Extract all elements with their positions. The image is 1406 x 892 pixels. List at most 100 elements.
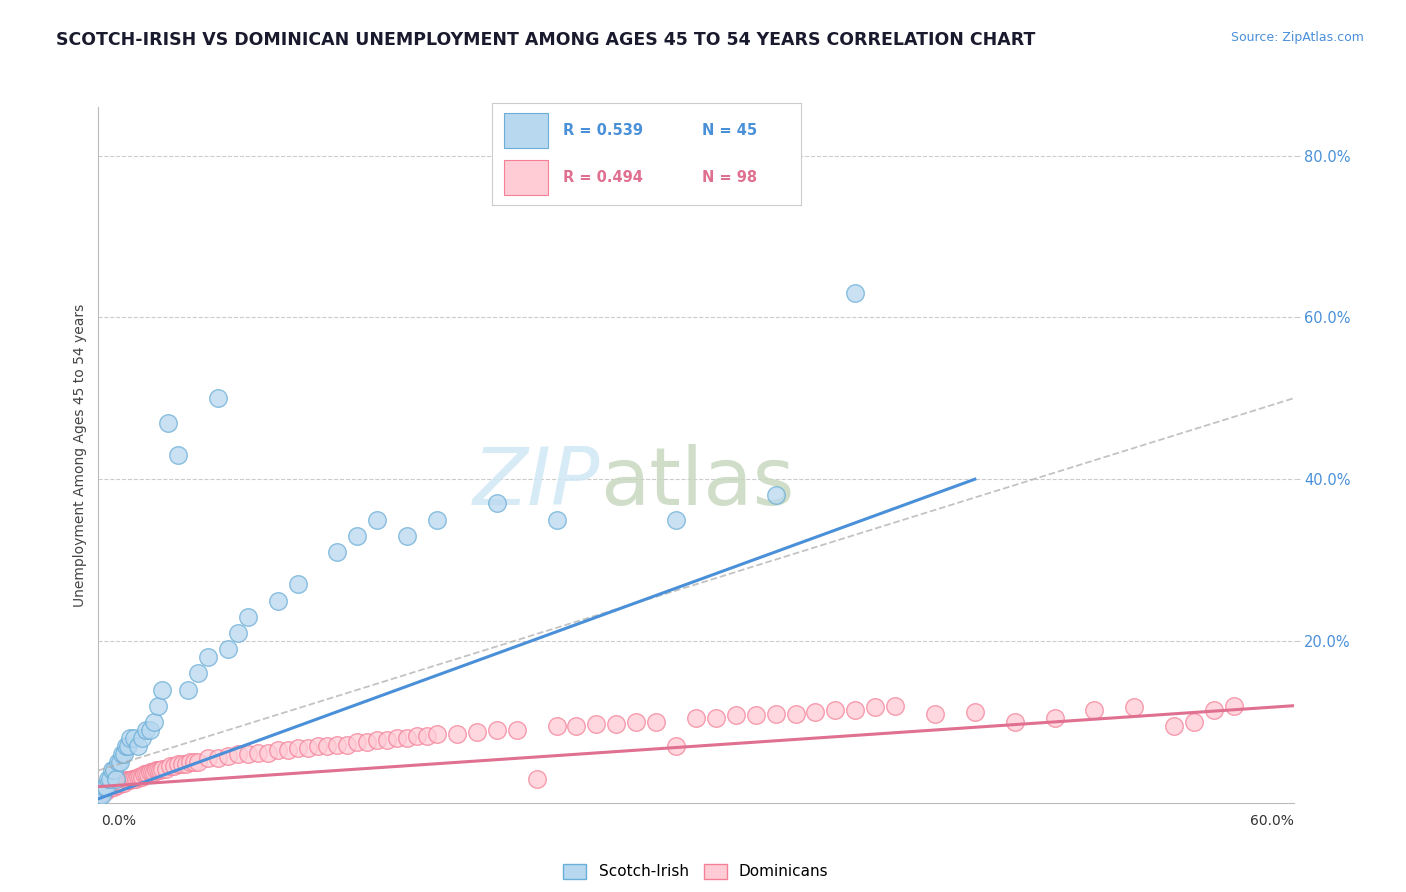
Point <box>366 513 388 527</box>
Point <box>924 706 946 721</box>
Text: 0.0%: 0.0% <box>101 814 136 828</box>
Point <box>765 706 787 721</box>
Point <box>150 762 173 776</box>
Text: R = 0.539: R = 0.539 <box>564 123 643 137</box>
Point <box>267 743 290 757</box>
Point <box>297 740 319 755</box>
Point <box>963 705 986 719</box>
Point <box>149 764 172 778</box>
Point <box>863 700 886 714</box>
Point <box>446 727 468 741</box>
Point <box>326 545 349 559</box>
Point <box>139 723 162 737</box>
Point <box>1083 703 1105 717</box>
Text: atlas: atlas <box>600 443 794 522</box>
Point <box>117 773 139 788</box>
Point <box>101 764 124 778</box>
Point <box>96 780 118 794</box>
Point <box>127 739 149 754</box>
Point <box>724 708 747 723</box>
Point <box>89 788 111 802</box>
Point <box>97 772 120 786</box>
Point <box>167 756 190 771</box>
Point <box>115 739 138 754</box>
Point <box>124 731 146 745</box>
Point <box>141 765 163 780</box>
Point <box>150 682 173 697</box>
Point <box>112 747 135 762</box>
Point <box>485 723 508 737</box>
Point <box>605 716 627 731</box>
Point <box>179 756 201 770</box>
Point <box>375 732 398 747</box>
Point <box>187 756 209 770</box>
Point <box>139 765 162 780</box>
Point <box>665 513 688 527</box>
Point <box>624 714 647 729</box>
Point <box>844 286 866 301</box>
Point <box>143 765 166 780</box>
Point <box>174 756 197 771</box>
Point <box>307 739 329 754</box>
Point <box>124 772 146 786</box>
Point <box>167 448 190 462</box>
Point <box>1202 703 1225 717</box>
Point <box>110 775 132 789</box>
Point <box>134 767 156 781</box>
Point <box>396 731 419 745</box>
Text: 60.0%: 60.0% <box>1250 814 1294 828</box>
Text: R = 0.494: R = 0.494 <box>564 170 643 185</box>
Point <box>346 735 368 749</box>
Point <box>107 756 129 770</box>
Point <box>103 780 125 794</box>
FancyBboxPatch shape <box>505 160 548 194</box>
Point <box>97 781 120 796</box>
Point <box>157 416 180 430</box>
Point <box>197 751 219 765</box>
Point <box>91 788 114 802</box>
Point <box>148 764 170 778</box>
Point <box>145 764 167 778</box>
Point <box>1163 719 1185 733</box>
Text: N = 98: N = 98 <box>703 170 758 185</box>
Point <box>131 731 153 745</box>
Point <box>105 772 128 786</box>
Point <box>103 764 125 778</box>
Point <box>316 739 339 754</box>
Point <box>121 772 143 786</box>
Point <box>135 723 157 737</box>
Point <box>287 577 309 591</box>
Point <box>665 739 688 754</box>
Point <box>125 772 148 786</box>
Point <box>585 716 607 731</box>
Point <box>89 788 111 802</box>
Point <box>326 738 349 752</box>
Point <box>172 756 194 771</box>
Point <box>336 738 359 752</box>
Point <box>396 529 419 543</box>
Point <box>120 731 142 745</box>
Point <box>804 705 827 719</box>
Point <box>91 786 114 800</box>
Point <box>207 392 229 406</box>
Point <box>236 747 259 762</box>
Point <box>1182 714 1205 729</box>
Point <box>98 781 122 796</box>
Point <box>267 593 290 607</box>
Point <box>426 727 449 741</box>
Point <box>546 513 568 527</box>
Point <box>120 773 142 788</box>
Text: ZIP: ZIP <box>472 443 600 522</box>
Point <box>197 650 219 665</box>
Point <box>105 778 128 792</box>
Point <box>366 732 388 747</box>
Point <box>115 773 138 788</box>
Point <box>485 496 508 510</box>
Point <box>277 743 299 757</box>
Point <box>565 719 588 733</box>
Point <box>745 708 768 723</box>
Point <box>785 706 807 721</box>
Point <box>93 780 115 794</box>
Point <box>112 775 135 789</box>
Point <box>217 748 239 763</box>
